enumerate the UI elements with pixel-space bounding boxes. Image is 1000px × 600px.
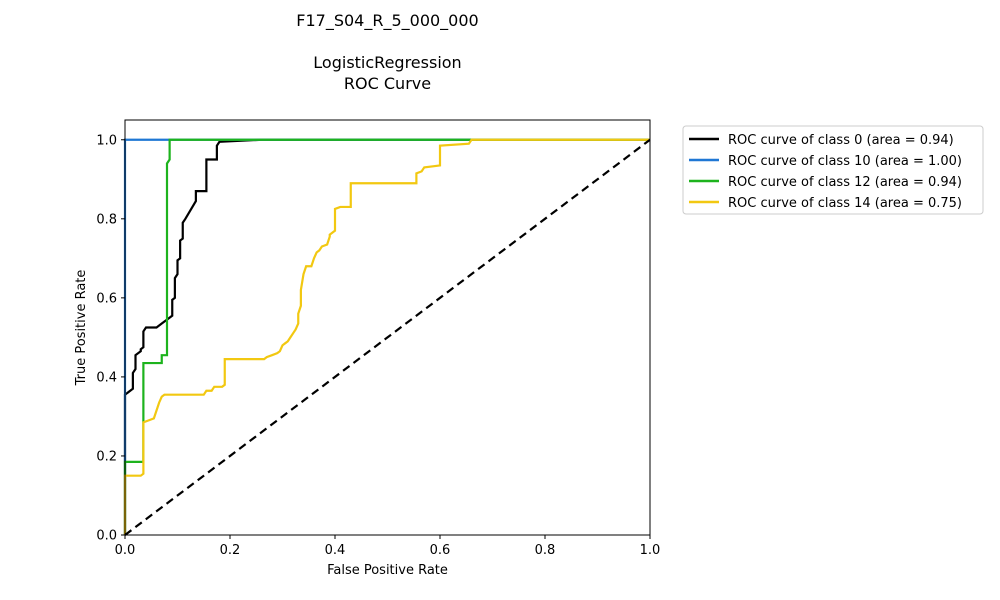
- plot-area: [123, 138, 651, 536]
- legend-label-3: ROC curve of class 14 (area = 0.75): [728, 196, 962, 211]
- roc-series-line-3: [123, 138, 650, 535]
- y-tick-label: 0.8: [96, 212, 117, 227]
- plot-frame: [124, 119, 651, 536]
- x-axis: 0.0 0.2 0.4 0.6 0.8 1.0: [115, 535, 661, 558]
- chart-title-line-1: F17_S04_R_5_000_000: [296, 11, 479, 30]
- x-tick-label: 0.8: [535, 543, 556, 558]
- y-tick-label: 0.6: [96, 291, 117, 306]
- roc-series-line-0: [123, 138, 650, 535]
- chart-title-line-3: ROC Curve: [343, 74, 432, 93]
- legend: ROC curve of class 0 (area = 0.94) ROC cu…: [682, 125, 984, 215]
- chance-diagonal-line: [124, 138, 651, 536]
- y-tick-label: 0.2: [96, 449, 117, 464]
- legend-label-0: ROC curve of class 0 (area = 0.94): [728, 133, 954, 148]
- chart-title-line-2: LogisticRegression: [313, 53, 462, 72]
- x-axis-label: False Positive Rate: [327, 563, 448, 578]
- y-tick-label: 1.0: [96, 133, 117, 148]
- y-axis: 0.0 0.2 0.4 0.6 0.8 1.0: [96, 133, 125, 544]
- roc-series-line-2: [123, 138, 650, 535]
- x-tick-label: 0.0: [115, 543, 136, 558]
- y-tick-label: 0.4: [96, 370, 117, 385]
- y-axis-label: True Positive Rate: [74, 270, 89, 387]
- x-tick-label: 0.2: [220, 543, 241, 558]
- legend-label-1: ROC curve of class 10 (area = 1.00): [728, 154, 962, 169]
- x-tick-label: 1.0: [640, 543, 661, 558]
- legend-label-2: ROC curve of class 12 (area = 0.94): [728, 175, 962, 190]
- x-tick-label: 0.4: [325, 543, 346, 558]
- y-tick-label: 0.0: [96, 529, 117, 544]
- x-tick-label: 0.6: [430, 543, 451, 558]
- legend-box: [682, 125, 984, 215]
